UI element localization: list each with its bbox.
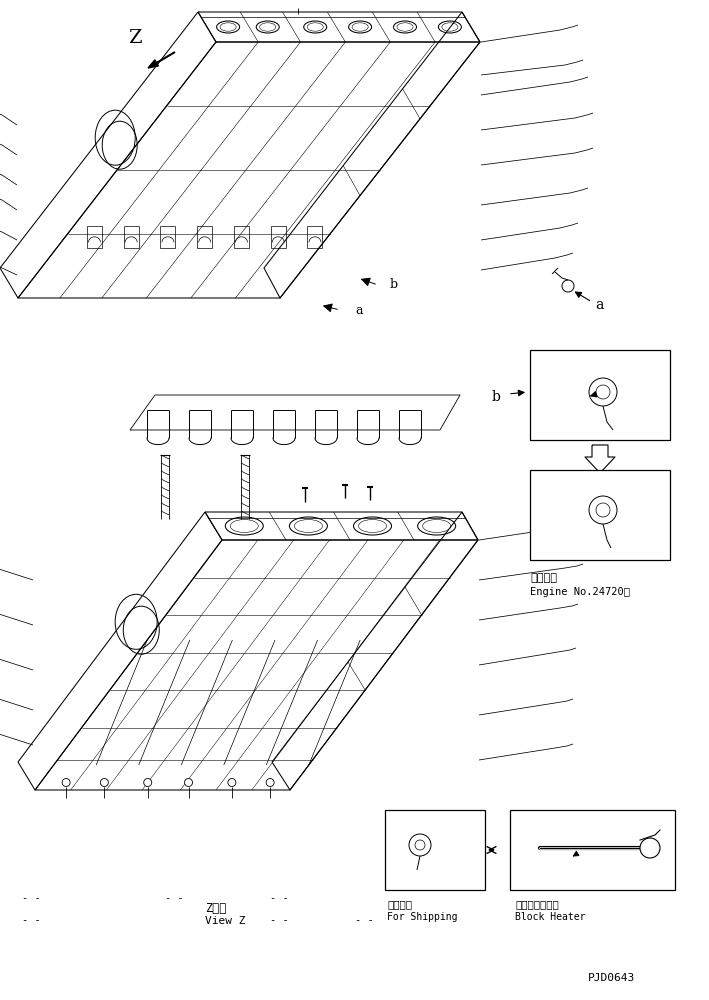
- Text: - -: - -: [22, 893, 40, 903]
- Bar: [530, 470, 670, 560]
- Text: Block Heater: Block Heater: [515, 912, 586, 922]
- Polygon shape: [18, 512, 222, 790]
- Bar: [530, 350, 670, 440]
- Circle shape: [228, 778, 236, 786]
- Text: a: a: [595, 298, 603, 312]
- Circle shape: [409, 834, 431, 856]
- Bar: [510, 810, 675, 890]
- Circle shape: [589, 378, 617, 406]
- Circle shape: [562, 280, 574, 292]
- Text: Z: Z: [128, 29, 142, 47]
- Text: PJD0643: PJD0643: [588, 973, 635, 983]
- Polygon shape: [272, 512, 478, 790]
- Text: a: a: [355, 304, 362, 316]
- Polygon shape: [148, 60, 158, 68]
- Text: b: b: [390, 278, 398, 292]
- Text: - -: - -: [22, 915, 40, 925]
- Bar: [308, 226, 323, 248]
- Text: For Shipping: For Shipping: [387, 912, 457, 922]
- Text: - -: - -: [355, 915, 374, 925]
- Bar: [87, 226, 102, 248]
- Polygon shape: [585, 445, 615, 473]
- Text: - -: - -: [270, 915, 289, 925]
- Polygon shape: [35, 540, 478, 790]
- Text: - -: - -: [270, 893, 289, 903]
- Polygon shape: [205, 512, 478, 540]
- Bar: [271, 226, 286, 248]
- Circle shape: [144, 778, 152, 786]
- Polygon shape: [18, 42, 480, 298]
- Circle shape: [640, 838, 660, 858]
- Polygon shape: [0, 12, 216, 298]
- Text: View Z: View Z: [205, 916, 245, 926]
- Text: Engine No.24720～: Engine No.24720～: [530, 587, 630, 597]
- Circle shape: [596, 503, 610, 517]
- Circle shape: [415, 840, 425, 850]
- Polygon shape: [264, 12, 480, 298]
- Bar: [160, 226, 175, 248]
- Bar: [123, 226, 139, 248]
- Circle shape: [589, 496, 617, 524]
- Text: Z　視: Z 視: [205, 902, 226, 914]
- Circle shape: [266, 778, 274, 786]
- Circle shape: [62, 778, 70, 786]
- Circle shape: [596, 385, 610, 399]
- Text: ブロックヒータ: ブロックヒータ: [515, 899, 559, 909]
- Bar: [234, 226, 249, 248]
- Text: 適用号機: 適用号機: [530, 573, 557, 583]
- Circle shape: [101, 778, 108, 786]
- Text: 運搬部品: 運搬部品: [387, 899, 412, 909]
- Text: b: b: [492, 390, 501, 404]
- Circle shape: [184, 778, 193, 786]
- Polygon shape: [198, 12, 480, 42]
- Bar: [197, 226, 212, 248]
- Text: - -: - -: [165, 893, 184, 903]
- Bar: [385, 810, 485, 890]
